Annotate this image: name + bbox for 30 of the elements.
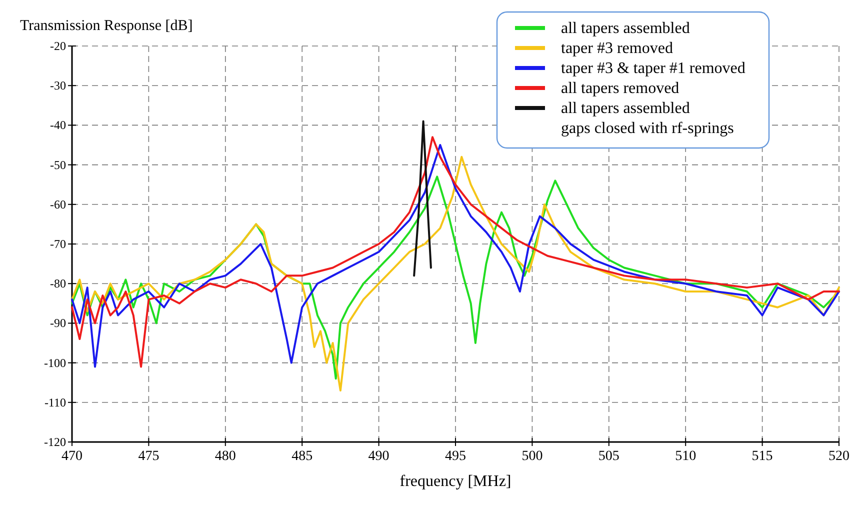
x-tick-label: 490 xyxy=(368,449,390,464)
legend-label: taper #3 removed xyxy=(561,40,673,57)
y-tick-label: -90 xyxy=(50,316,66,330)
x-tick-label: 510 xyxy=(675,449,696,464)
y-tick-label: -70 xyxy=(50,237,66,251)
legend-label: taper #3 & taper #1 removed xyxy=(561,60,746,77)
x-tick-label: 480 xyxy=(214,449,236,464)
x-tick-label: 485 xyxy=(292,449,313,464)
x-tick-label: 520 xyxy=(828,449,850,464)
x-tick-label: 475 xyxy=(138,449,160,464)
y-tick-label: -80 xyxy=(50,276,66,291)
x-tick-label: 495 xyxy=(445,449,466,464)
y-tick-label: -120 xyxy=(44,435,66,449)
y-tick-label: -30 xyxy=(50,78,66,93)
x-tick-label: 505 xyxy=(598,449,620,464)
y-tick-label: -60 xyxy=(50,197,66,212)
x-axis-title: frequency [MHz] xyxy=(400,473,512,490)
legend-label: all tapers assembled gaps closed with rf-springs xyxy=(561,100,734,137)
y-tick-label: -40 xyxy=(50,118,66,132)
x-tick-label: 515 xyxy=(752,449,773,464)
line-series xyxy=(413,120,432,277)
x-tick-label: 500 xyxy=(522,449,543,464)
legend-label: all tapers removed xyxy=(561,80,680,97)
y-tick-label: -100 xyxy=(44,356,66,370)
x-tick-label: 470 xyxy=(62,449,82,464)
y-axis-title: Transmission Response [dB] xyxy=(20,18,193,34)
legend-label: all tapers assembled xyxy=(561,20,690,37)
y-tick-label: -110 xyxy=(44,395,66,410)
y-tick-label: -50 xyxy=(50,158,66,172)
y-tick-label: -20 xyxy=(50,39,66,53)
